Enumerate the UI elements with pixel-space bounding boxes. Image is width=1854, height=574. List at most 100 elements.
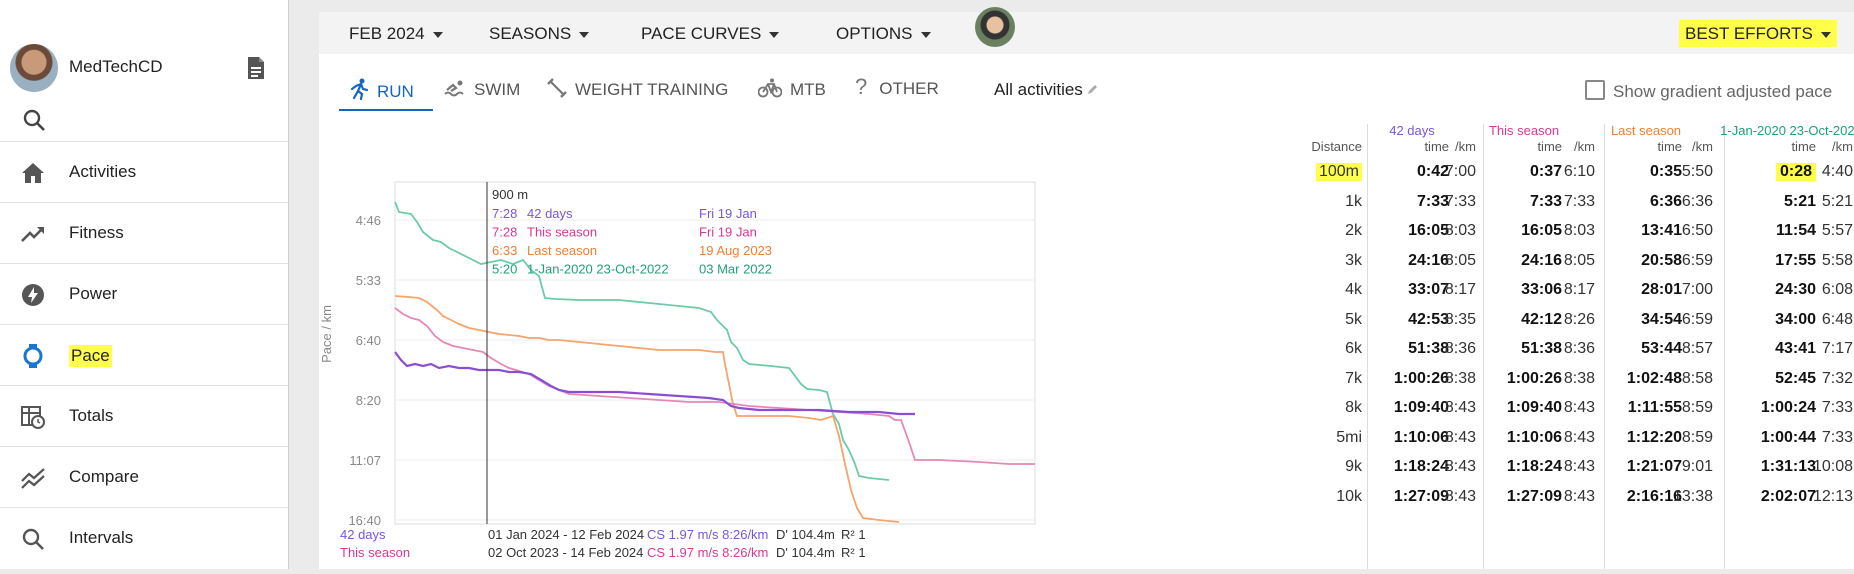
distance-label[interactable]: 2k [1345,222,1362,239]
effort-time[interactable]: 1:09:40 [1393,399,1449,416]
tab-mtb[interactable]: MTB [757,78,826,100]
sidebar-item-totals[interactable]: Totals [0,385,288,446]
caret-down-icon [1820,31,1831,38]
sidebar-item-intervals[interactable]: Intervals [0,507,288,568]
effort-time[interactable]: 0:28 [1775,163,1816,181]
effort-time[interactable]: 24:16 [1408,251,1449,269]
effort-time[interactable]: 1:27:09 [1393,487,1449,505]
effort-time[interactable]: 24:16 [1521,251,1562,269]
effort-time[interactable]: 7:33 [1416,192,1449,210]
effort-time[interactable]: 33:07 [1408,281,1449,298]
effort-time[interactable]: 1:18:24 [1393,458,1449,475]
effort-time[interactable]: 7:33 [1529,192,1562,210]
effort-time[interactable]: 1:00:26 [1393,369,1449,387]
effort-time[interactable]: 1:10:06 [1393,428,1449,446]
effort-time[interactable]: 34:54 [1641,310,1682,328]
distance-label[interactable]: 4k [1345,281,1362,298]
effort-time[interactable]: 1:21:07 [1626,458,1682,475]
effort-time[interactable]: 16:05 [1521,222,1562,239]
tab-run[interactable]: RUN [349,78,414,102]
effort-time[interactable]: 1:09:40 [1506,399,1562,416]
tab-swim[interactable]: SWIM [444,78,520,100]
effort-time[interactable]: 1:11:55 [1627,399,1682,416]
distance-label[interactable]: 6k [1345,340,1362,357]
sidebar-item-pace[interactable]: Pace [0,324,288,385]
sidebar-item-activities[interactable]: Activities [0,141,288,202]
seasons-menu[interactable]: SEASONS [489,24,590,44]
effort-time[interactable]: 42:12 [1521,310,1562,328]
tab-weight-training[interactable]: WEIGHT TRAINING [547,78,728,100]
effort-pace: 6:08 [1821,281,1853,298]
gradient-adjusted-checkbox[interactable]: Show gradient adjusted pace [1585,80,1832,102]
effort-time[interactable]: 33:06 [1521,281,1562,298]
effort-time[interactable]: 13:41 [1641,222,1682,239]
effort-pace: 8:43 [1563,487,1595,505]
effort-time[interactable]: 2:02:07 [1760,487,1816,505]
options-menu[interactable]: OPTIONS [836,24,931,44]
effort-time[interactable]: 1:18:24 [1506,458,1562,475]
effort-time[interactable]: 17:55 [1775,251,1816,269]
user-avatar[interactable] [10,44,58,92]
question-icon: ? [855,74,868,99]
sidebar-item-fitness[interactable]: Fitness [0,202,288,263]
effort-time[interactable]: 1:10:06 [1506,428,1562,446]
pace-curve-chart[interactable]: Pace / km 4:46 5:33 6:40 8:20 11:07 16:40 900… [319,124,1179,569]
effort-time[interactable]: 1:00:24 [1760,399,1816,416]
effort-time[interactable]: 51:38 [1408,340,1449,357]
pace-curves-menu[interactable]: PACE CURVES [641,24,780,44]
best-efforts-menu[interactable]: BEST EFFORTS [1679,20,1837,47]
effort-time[interactable]: 51:38 [1521,340,1562,357]
date-menu[interactable]: FEB 2024 [349,24,443,44]
username[interactable]: MedTechCD [69,57,163,76]
distance-label[interactable]: 10k [1336,487,1362,505]
effort-time[interactable]: 5:21 [1783,192,1816,210]
effort-time[interactable]: 52:45 [1775,369,1816,387]
effort-time[interactable]: 42:53 [1408,310,1449,328]
distance-label[interactable]: 9k [1345,458,1362,475]
search-icon[interactable] [22,108,46,132]
sidebar-item-compare[interactable]: Compare [0,446,288,507]
effort-time[interactable]: 2:16:16 [1626,487,1682,505]
distance-label[interactable]: 1k [1345,192,1362,210]
effort-time[interactable]: 1:00:26 [1506,369,1562,387]
effort-time[interactable]: 16:05 [1408,222,1449,239]
effort-time[interactable]: 0:42 [1416,163,1449,180]
all-activities-filter[interactable]: All activities [994,80,1099,100]
effort-time[interactable]: 11:54 [1775,222,1816,239]
tab-other[interactable]: ? OTHER [855,74,939,100]
effort-time[interactable]: 1:02:48 [1626,369,1682,387]
effort-time[interactable]: 0:37 [1529,163,1562,180]
distance-label[interactable]: 7k [1345,369,1362,387]
effort-time[interactable]: 1:12:20 [1626,428,1682,446]
sidebar-item-power[interactable]: Power [0,263,288,324]
effort-time[interactable]: 6:36 [1649,192,1682,210]
sidebar-item-label: Power [69,284,118,303]
effort-time[interactable]: 0:35 [1649,163,1682,180]
cursor-date: 19 Aug 2023 [699,243,772,258]
effort-time[interactable]: 1:31:13 [1760,458,1816,475]
effort-pace: 6:10 [1563,163,1595,180]
sidebar-item-label: Intervals [69,528,134,547]
effort-time[interactable]: 43:41 [1775,340,1816,357]
effort-time[interactable]: 20:58 [1641,251,1682,269]
distance-label[interactable]: 3k [1345,251,1362,269]
effort-time[interactable]: 34:00 [1775,310,1816,328]
legend-dprime: D' 104.4m [776,527,835,542]
y-tick-label: 5:33 [356,273,381,288]
distance-label[interactable]: 5k [1345,310,1362,328]
document-icon[interactable] [246,56,266,80]
per-km-header: /km [1574,139,1595,154]
pace-chart-svg[interactable]: Pace / km 4:46 5:33 6:40 8:20 11:07 16:40 900… [319,124,1179,569]
effort-time[interactable]: 1:27:09 [1506,487,1562,505]
effort-time[interactable]: 28:01 [1641,281,1682,298]
sidebar: MedTechCD Activities Fitness Power Pace [0,0,289,569]
distance-label[interactable]: 5mi [1336,428,1362,446]
effort-time[interactable]: 24:30 [1775,281,1816,298]
effort-time[interactable]: 1:00:44 [1760,428,1816,446]
home-icon [22,163,44,183]
distance-label[interactable]: 100m [1315,163,1362,181]
coach-avatar[interactable] [975,7,1015,47]
distance-label[interactable]: 8k [1345,399,1362,416]
cursor-pace: 7:28 [492,206,517,221]
effort-time[interactable]: 53:44 [1641,340,1682,357]
